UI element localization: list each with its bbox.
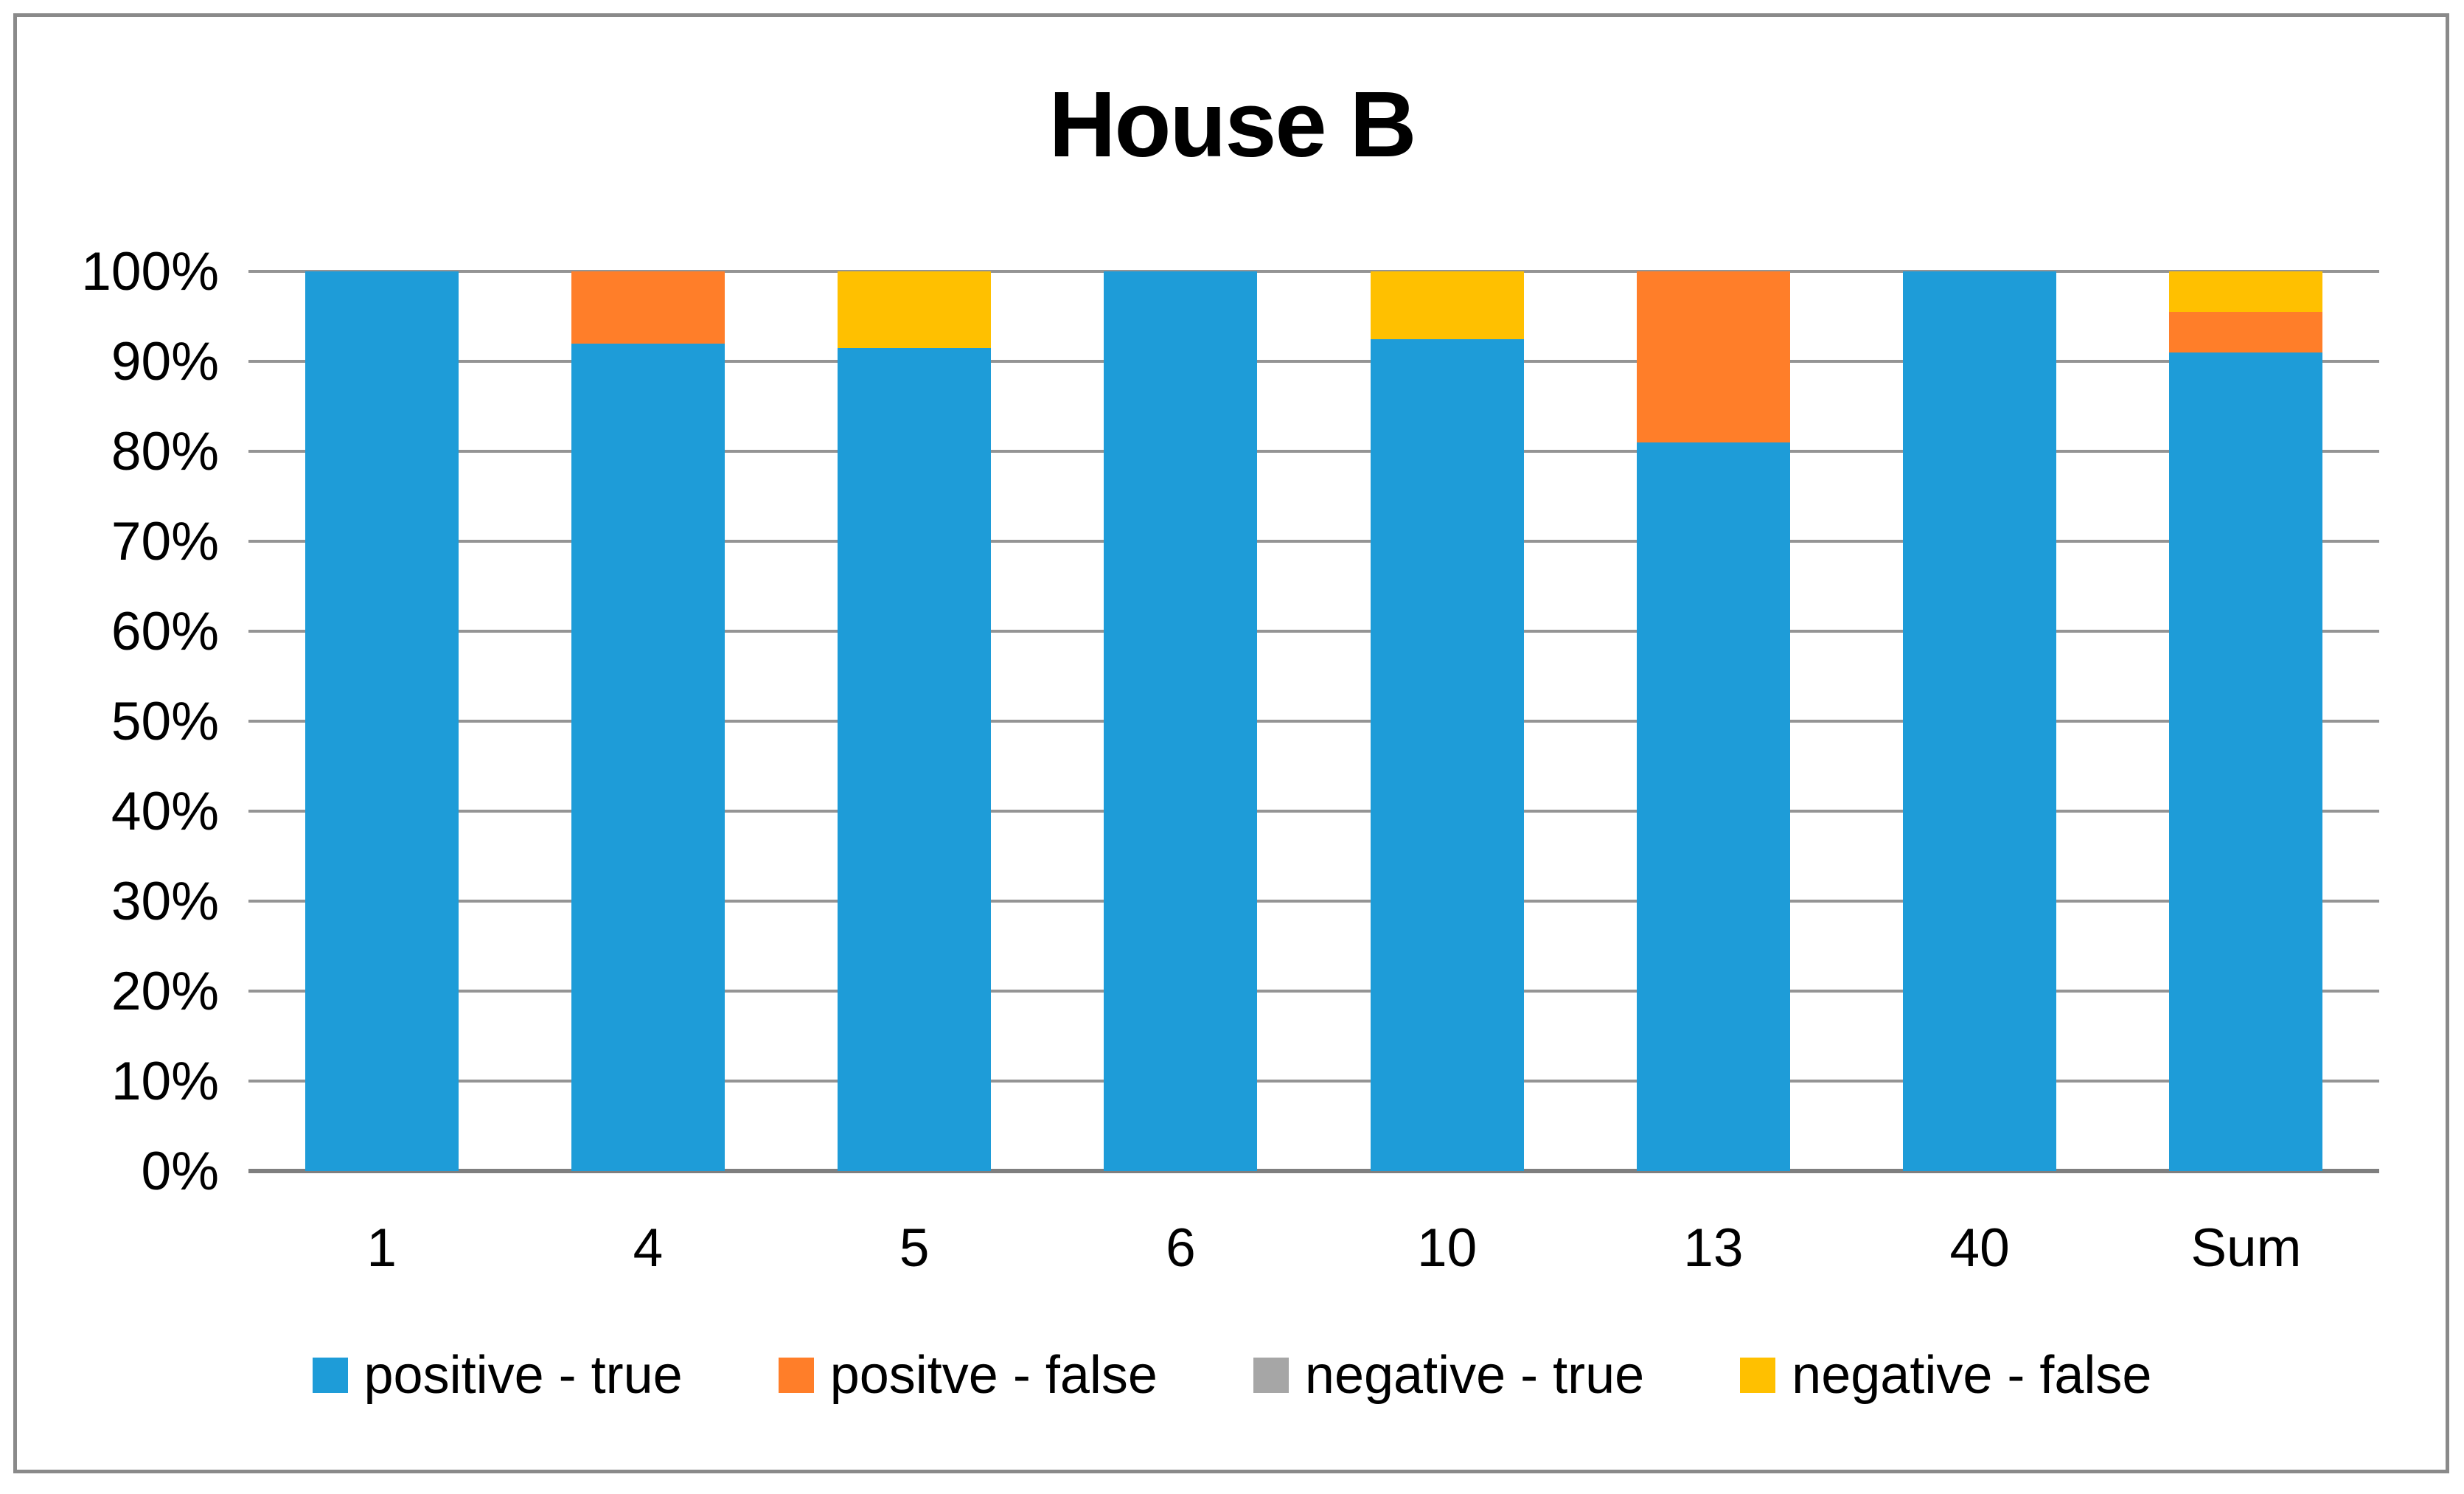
bar-segment-positive---true: [1903, 271, 2057, 1171]
legend-item-negative---false: negative - false: [1740, 1345, 2151, 1406]
bar-segment-positive---true: [1104, 271, 1258, 1171]
y-tick-label-90%: 90%: [111, 332, 219, 392]
bar-6: [1104, 271, 1258, 1171]
bar-segment-positive---true: [571, 343, 725, 1171]
bar-segment-positive---true: [304, 271, 459, 1171]
bar-segment-positive---true: [838, 347, 992, 1171]
bar-4: [571, 271, 725, 1171]
gridline-100%: [248, 270, 2379, 273]
x-tick-label-5: 5: [899, 1218, 930, 1278]
legend-label: negative - true: [1304, 1346, 1645, 1405]
y-tick-label-40%: 40%: [111, 782, 219, 841]
bar-40: [1903, 271, 2057, 1171]
y-tick-label-20%: 20%: [111, 962, 219, 1021]
gridline-10%: [248, 1080, 2379, 1083]
bar-13: [1636, 271, 1790, 1171]
legend-swatch-icon: [1740, 1358, 1776, 1393]
legend-item-positve---false: positve - false: [778, 1345, 1158, 1406]
y-tick-label-60%: 60%: [111, 602, 219, 661]
legend-swatch-icon: [1253, 1358, 1289, 1393]
bar-segment-positive---true: [2169, 352, 2323, 1171]
legend-swatch-icon: [778, 1358, 814, 1393]
bar-segment-positve---false: [571, 271, 725, 344]
x-axis-labels: 1 4 5 6 10 13 40 Sum: [248, 1215, 2379, 1296]
y-tick-label-10%: 10%: [111, 1052, 219, 1111]
bar-segment-negative---false: [838, 271, 992, 348]
bar-segment-positive---true: [1370, 338, 1524, 1171]
x-tick-label-10: 10: [1417, 1218, 1478, 1278]
plot-area: [248, 270, 2379, 1173]
y-tick-label-30%: 30%: [111, 872, 219, 931]
x-axis-baseline: [248, 1169, 2379, 1173]
y-tick-label-80%: 80%: [111, 422, 219, 482]
x-tick-label-13: 13: [1683, 1218, 1744, 1278]
legend-label: negative - false: [1792, 1346, 2152, 1405]
legend: positive - true positve - false negative -…: [0, 1345, 2464, 1406]
gridline-70%: [248, 540, 2379, 543]
bar-segment-positve---false: [1636, 271, 1790, 442]
gridline-60%: [248, 630, 2379, 633]
bar-segment-positive---true: [1636, 442, 1790, 1171]
bar-5: [838, 271, 992, 1171]
gridline-50%: [248, 720, 2379, 723]
y-axis-labels: 0% 10% 20% 30% 40% 50% 60% 70% 80% 90% 100%: [0, 245, 219, 1198]
bar-segment-negative---false: [1370, 271, 1524, 339]
legend-label: positive - true: [363, 1346, 683, 1405]
legend-item-negative---true: negative - true: [1253, 1345, 1644, 1406]
bar-segment-positve---false: [2169, 311, 2323, 352]
legend-item-positive---true: positive - true: [312, 1345, 683, 1406]
gridline-90%: [248, 360, 2379, 363]
x-tick-label-Sum: Sum: [2190, 1218, 2302, 1278]
bar-10: [1370, 271, 1524, 1171]
gridline-30%: [248, 900, 2379, 903]
gridline-40%: [248, 810, 2379, 813]
y-tick-label-50%: 50%: [111, 692, 219, 751]
bar-segment-negative---false: [2169, 271, 2323, 312]
gridline-80%: [248, 450, 2379, 453]
y-tick-label-0%: 0%: [141, 1142, 219, 1201]
x-tick-label-40: 40: [1949, 1218, 2010, 1278]
bar-1: [304, 271, 459, 1171]
y-tick-label-70%: 70%: [111, 512, 219, 571]
x-tick-label-4: 4: [633, 1218, 664, 1278]
gridline-20%: [248, 990, 2379, 993]
chart-title: House B: [1048, 72, 1416, 176]
x-tick-label-6: 6: [1166, 1218, 1196, 1278]
x-tick-label-1: 1: [366, 1218, 397, 1278]
legend-swatch-icon: [312, 1358, 348, 1393]
legend-label: positve - false: [829, 1346, 1158, 1405]
bar-Sum: [2169, 271, 2323, 1171]
y-tick-label-100%: 100%: [81, 242, 219, 302]
